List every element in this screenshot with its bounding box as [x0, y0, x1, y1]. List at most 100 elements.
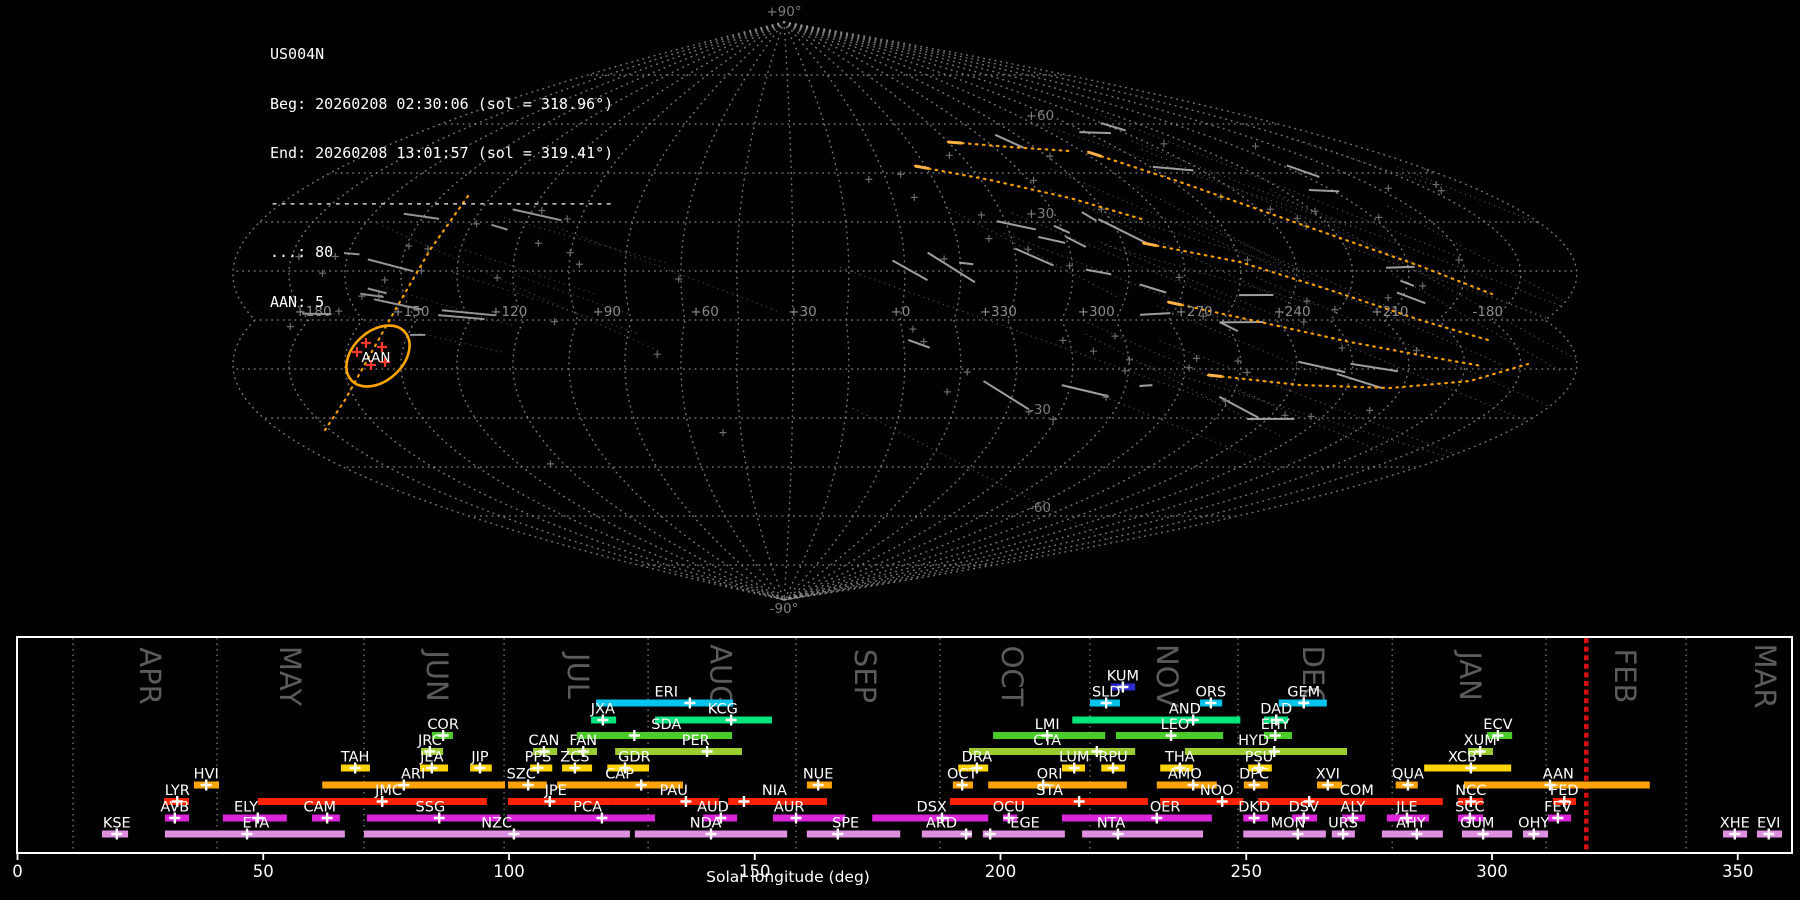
shower-code-label: SCC [1455, 800, 1484, 816]
shower-peak-cross [1558, 796, 1570, 807]
shower-DSV: DSV [1289, 800, 1319, 824]
shower-peak-cross [1411, 828, 1423, 840]
shower-code-label: ECV [1483, 717, 1512, 733]
shower-PPS: PPS [525, 750, 553, 774]
shower-activity-bar [257, 798, 487, 805]
shower-activity-bar [1184, 748, 1348, 755]
shower-code-label: SLD [1092, 685, 1120, 701]
aan-meteor-cross [361, 338, 371, 348]
shower-peak-cross [1117, 681, 1129, 693]
map-lon-label: +240 [1273, 304, 1310, 320]
shower-peak-cross [1303, 796, 1315, 807]
shower-code-label: CAN [528, 733, 559, 749]
month-label: AUG [704, 644, 738, 708]
shower-peak-cross [596, 812, 608, 824]
aan-meteor-cross [366, 360, 376, 370]
month-label: JUN [420, 648, 454, 701]
shower-peak-cross [790, 812, 802, 824]
shower-peak-cross [1544, 779, 1556, 791]
shower-activity-bar [654, 716, 772, 724]
aan-radiant-label: AAN [362, 350, 391, 366]
shower-code-label: COM [1340, 783, 1374, 799]
shower-LYR: LYR [163, 783, 190, 807]
month-label: MAR [1748, 643, 1782, 708]
shower-JLE: JLE [1386, 800, 1430, 824]
shower-peak-cross [1298, 812, 1310, 824]
aan-meteor-cross [380, 357, 390, 367]
shower-peak-cross [1068, 762, 1080, 774]
x-axis-tick-label: 0 [12, 862, 23, 881]
shower-peak-cross [1003, 812, 1015, 824]
shower-peak-cross [544, 796, 556, 807]
shower-peak-cross [1474, 746, 1486, 757]
shower-code-label: LUM [1059, 750, 1089, 766]
end-time-line: End: 20260208 13:01:57 (sol = 319.41°) [270, 144, 614, 162]
shower-PAU: PAU [612, 783, 719, 807]
shower-activity-bar [1082, 830, 1203, 838]
shower-code-label: HYD [1238, 733, 1269, 749]
shower-peak-cross [812, 779, 824, 791]
shower-XVI: XVI [1316, 767, 1343, 791]
shower-code-label: AUD [697, 800, 729, 816]
shower-PER: PER [615, 733, 742, 757]
shower-code-label: PER [682, 733, 710, 749]
shower-peak-cross [321, 812, 333, 824]
month-label: JUL [561, 651, 595, 699]
shower-GUM: GUM [1460, 816, 1513, 840]
shower-peak-cross [1552, 812, 1564, 824]
shower-LMI: LMI [993, 717, 1106, 741]
shower-peak-cross [1322, 779, 1334, 791]
shower-activity-bar [806, 830, 901, 838]
shower-peak-cross [1216, 796, 1228, 807]
shower-activity-bar [1463, 781, 1650, 789]
shower-peak-cross [725, 714, 737, 726]
shower-code-label: AUR [774, 800, 805, 816]
shower-code-label: TAH [340, 750, 370, 766]
shower-JRC: JRC [417, 733, 444, 757]
map-lat-labels: +90° +60 +30 -30 -60 -90° [766, 4, 1054, 617]
shower-peak-cross [1041, 730, 1053, 741]
shower-peak-cross [433, 812, 445, 824]
shower-code-label: XUM [1464, 733, 1497, 749]
shower-code-label: ALY [1340, 800, 1365, 816]
map-lon-label: +150 [392, 304, 429, 320]
shower-code-label: DPC [1239, 767, 1269, 783]
shower-peak-cross [1347, 812, 1359, 824]
shower-activity-bar [615, 748, 742, 755]
shower-peak-cross [1187, 714, 1199, 726]
meteor-trails [302, 122, 1426, 420]
month-label: OCT [995, 646, 1029, 707]
shower-activity-bar [969, 748, 1136, 755]
shower-ERI: ERI [595, 685, 734, 709]
shower-code-label: COR [427, 717, 459, 733]
shower-COR: COR [427, 717, 459, 741]
month-label: SEP [848, 649, 882, 703]
station-id: US004N [270, 45, 325, 63]
shower-peak-cross [1763, 828, 1775, 840]
shower-peak-cross [1269, 730, 1281, 741]
shower-code-label: JXA [590, 702, 615, 718]
map-lon-label: +60 [690, 304, 719, 320]
shower-code-label: LMI [1035, 717, 1060, 733]
shower-code-label: SPE [832, 816, 859, 832]
shower-peak-cross [1298, 697, 1310, 709]
shower-peak-cross [1337, 828, 1349, 840]
shower-JPE: JPE [508, 783, 613, 807]
shower-peak-cross [1729, 828, 1741, 840]
shower-AAN: AAN [1463, 767, 1650, 791]
shower-URS: URS [1328, 816, 1358, 840]
shower-code-label: CAM [303, 800, 336, 816]
map-lat-label: +90° [766, 4, 801, 20]
shower-peak-cross [1107, 762, 1119, 774]
shower-NDA: NDA [634, 816, 788, 840]
shower-code-label: NZC [481, 816, 512, 832]
shower-code-label: FEV [1544, 800, 1572, 816]
shower-code-label: EVI [1757, 816, 1780, 832]
shower-activity-bar [1061, 814, 1212, 822]
shower-peak-cross [474, 762, 486, 774]
month-label: DEC [1296, 646, 1330, 707]
shower-peak-cross [715, 812, 727, 824]
shower-peak-cross [1112, 828, 1124, 840]
shower-peak-cross [376, 796, 388, 807]
shower-peak-cross [1401, 812, 1413, 824]
